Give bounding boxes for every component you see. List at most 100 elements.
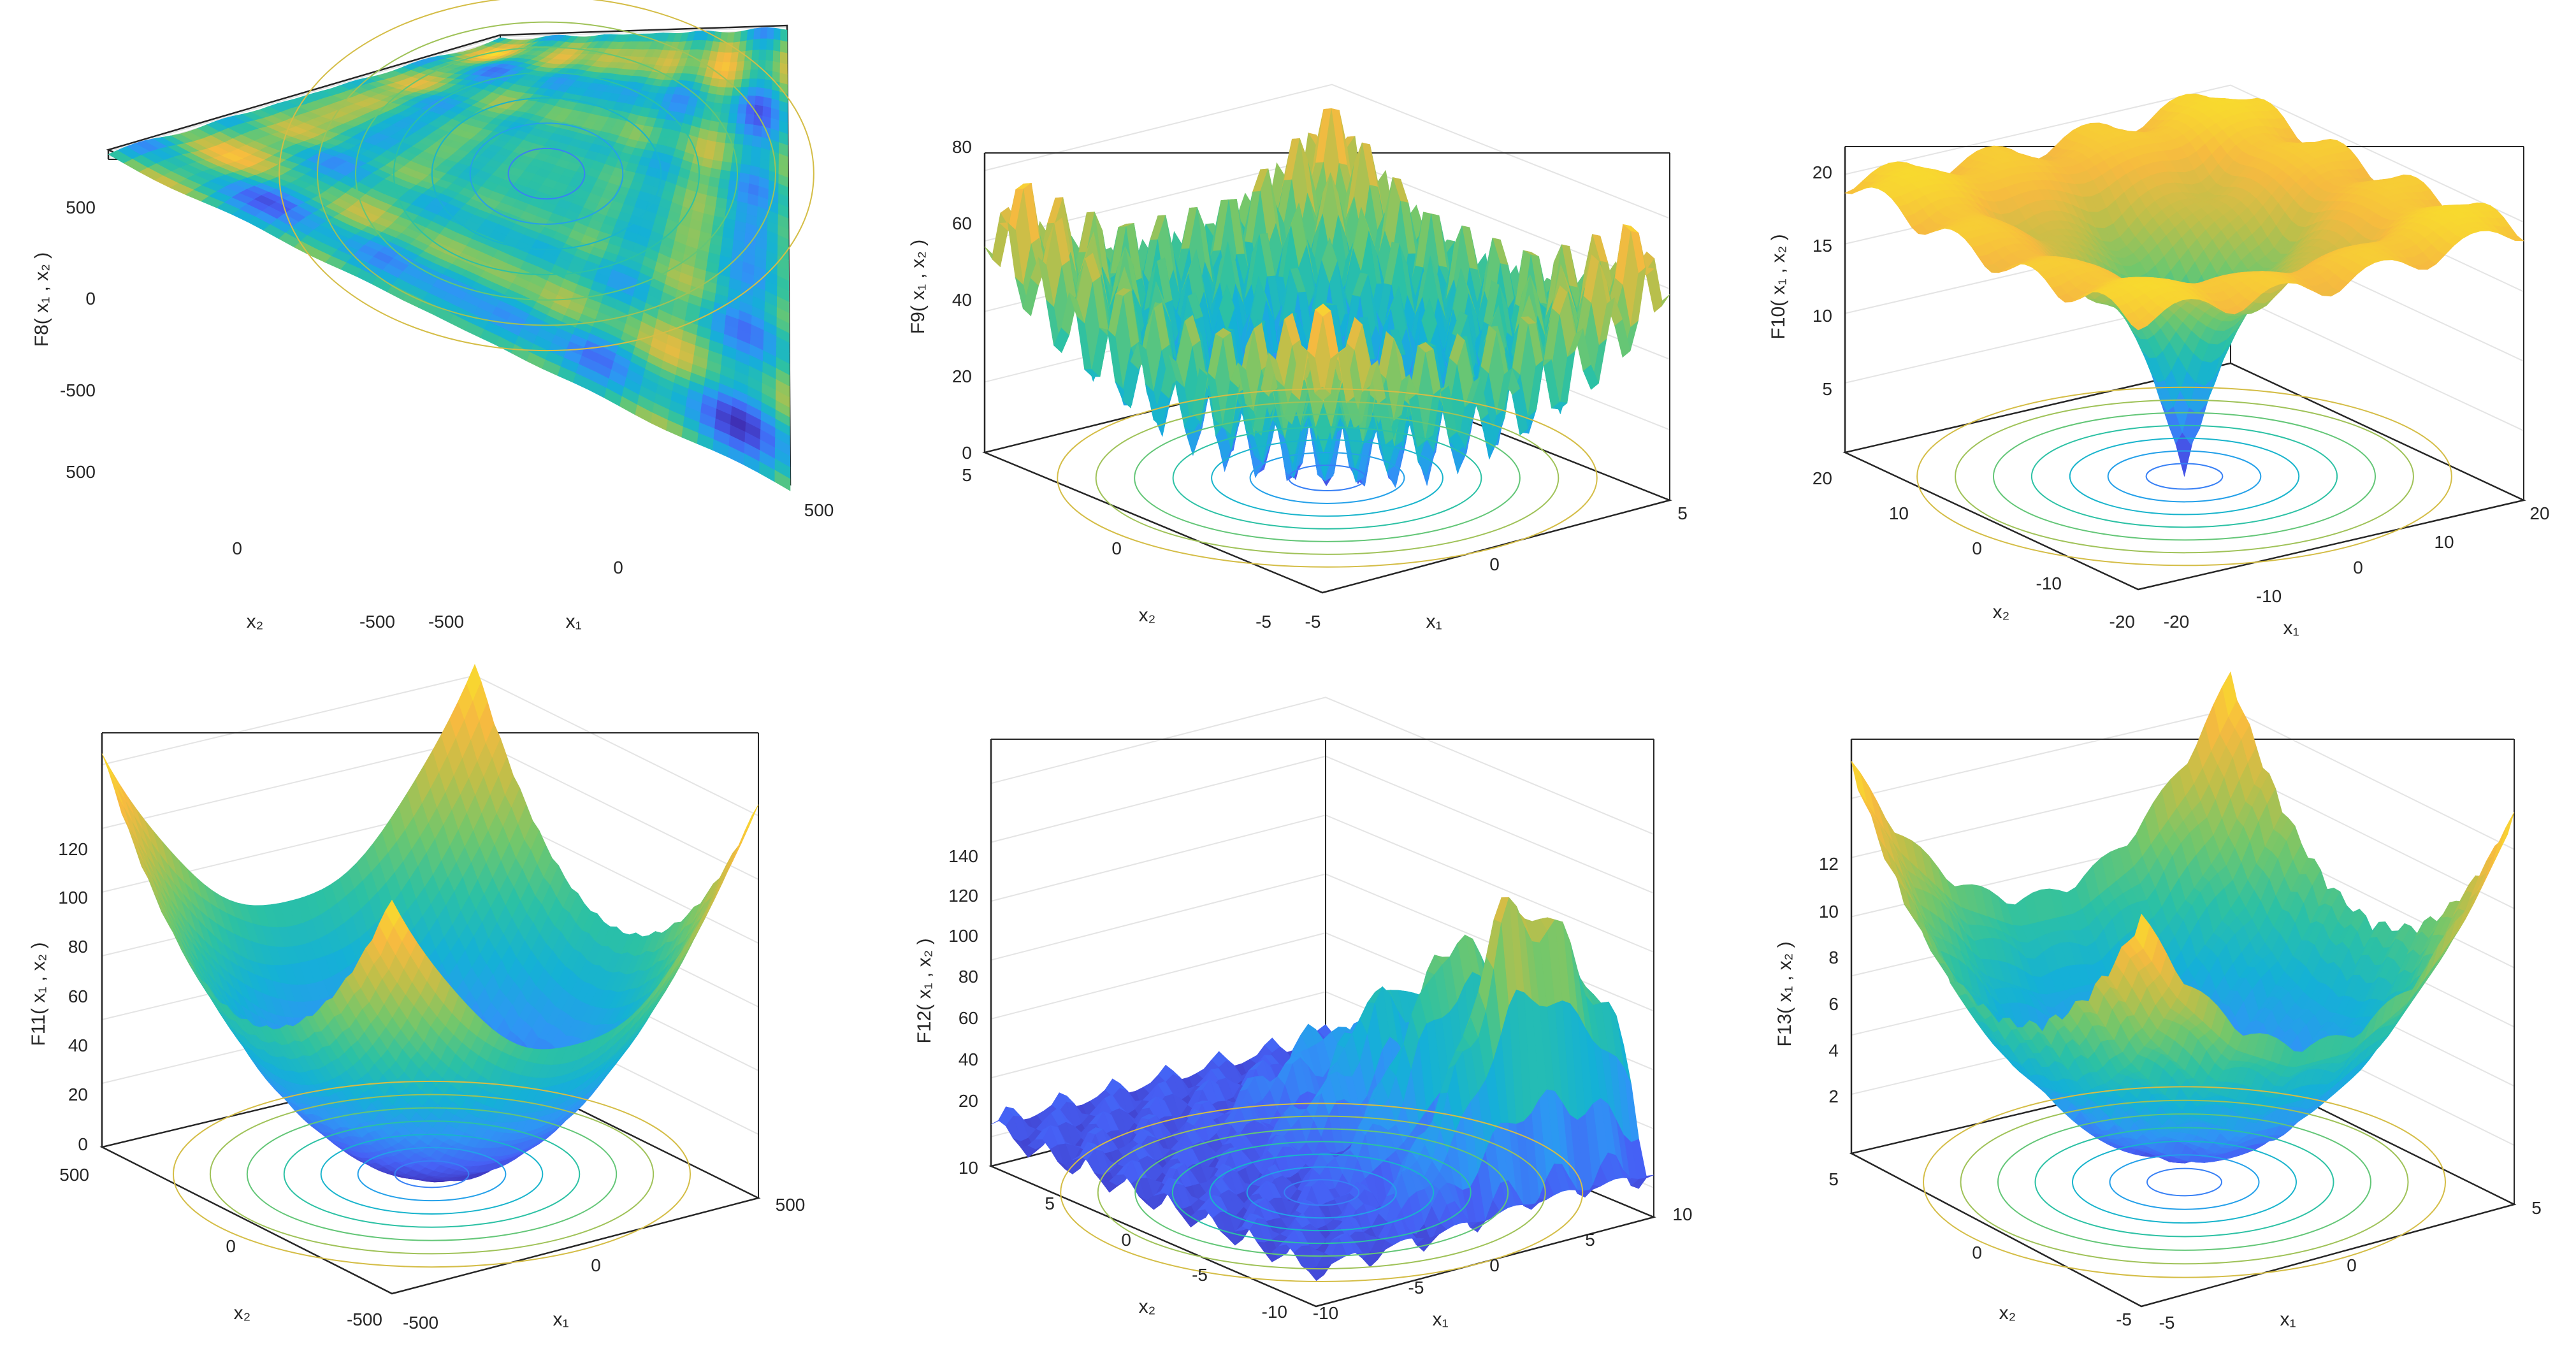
- surface-patch: [726, 122, 737, 134]
- x2-tick-labels-f9: 5 0 -5: [962, 465, 1271, 632]
- surface-patch: [751, 135, 762, 148]
- surface-patch: [729, 171, 741, 182]
- surface-patch: [735, 61, 745, 71]
- surface-patch: [765, 49, 774, 62]
- z-tick-f9-1: 60: [952, 213, 972, 233]
- surface-f8: [108, 27, 791, 491]
- surface-patch: [735, 123, 746, 135]
- surface-patch: [780, 40, 788, 54]
- surface-patch: [718, 178, 730, 190]
- surface-patch: [742, 69, 751, 80]
- surface-patch: [758, 49, 767, 61]
- z-tick-f9-2: 40: [952, 290, 972, 310]
- x1-tick-f9-0: -5: [1305, 612, 1321, 632]
- surface-patch: [748, 78, 758, 88]
- surface-patch: [727, 113, 738, 124]
- z-axis-label-f8: F8( x₁ , x₂ ): [31, 252, 52, 347]
- z-tick-labels-f8: 500 0 -500: [60, 198, 96, 400]
- x2-tick-f8-2: -500: [359, 612, 395, 632]
- surface-patch: [780, 29, 788, 42]
- surface-patch: [713, 151, 725, 162]
- z-tick-f8-2: -500: [60, 380, 96, 400]
- surface-patch: [772, 50, 781, 63]
- surface-patch: [728, 104, 739, 114]
- surface-patch: [714, 141, 726, 154]
- surface-patch: [720, 103, 731, 114]
- surface-patch: [744, 113, 755, 126]
- surface-patch: [765, 60, 774, 72]
- surface-patch: [767, 27, 774, 40]
- surface-patch: [779, 62, 788, 75]
- x2-tick-f8-0: 500: [66, 462, 96, 482]
- surface-patch: [749, 69, 758, 79]
- surface-f9: [984, 108, 1670, 488]
- x2-tick-f9-2: -5: [1255, 612, 1271, 632]
- z-tick-labels-f9: 80 60 40 20 0: [952, 137, 972, 463]
- surface-patch: [743, 60, 752, 71]
- surface-patch: [773, 27, 781, 41]
- z-tick-f9-0: 80: [952, 137, 972, 157]
- x1-tick-labels-f9: -5 0 5: [1305, 503, 1688, 632]
- surface-patch: [721, 161, 732, 172]
- panel-f9: 80 60 40 20 0 F9( x₁ , x₂ ) 5 0 -5 x₂ -5…: [908, 83, 1688, 632]
- surface-patch: [734, 133, 744, 145]
- surface-patch: [709, 120, 720, 133]
- z-tick-f9-3: 20: [952, 366, 972, 386]
- surface-patch: [723, 87, 734, 96]
- surface-patch: [745, 39, 754, 52]
- surface-patch: [766, 38, 774, 51]
- x2-tick-labels-f8: 500 0 -500: [66, 462, 395, 632]
- z-tick-f9-4: 0: [962, 443, 972, 463]
- panel-f10: 20 15 10 5 F10( x₁ , x₂ ) 20 10 0 -10 -2…: [1768, 84, 2550, 639]
- surface-patch: [742, 144, 753, 157]
- z-axis-label-f9: F9( x₁ , x₂ ): [908, 240, 929, 334]
- surface-patch: [760, 27, 768, 40]
- surface-patch: [741, 154, 752, 166]
- x2-tick-f9-0: 5: [962, 465, 972, 485]
- x1-tick-f8-2: 500: [804, 500, 834, 520]
- x2-axis-label-f8: x₂: [247, 611, 264, 632]
- surface-patch: [756, 78, 765, 89]
- x1-axis-label-f8: x₁: [565, 611, 581, 632]
- z-tick-f8-0: 500: [66, 198, 96, 217]
- x1-tick-f8-1: 0: [613, 558, 623, 577]
- surface-patch: [751, 49, 760, 61]
- surface-patch: [734, 70, 744, 80]
- surface-patch: [730, 162, 742, 173]
- surface-patch: [752, 38, 761, 51]
- surface-patch: [722, 95, 732, 105]
- surface-patch: [773, 39, 781, 52]
- x1-tick-labels-f8: -500 0 500: [428, 500, 834, 632]
- surface-patch: [755, 87, 765, 97]
- surface-patch: [728, 180, 740, 192]
- surface-patch: [754, 105, 763, 117]
- surface-patch: [759, 38, 767, 50]
- surface-patch: [752, 124, 763, 138]
- surface-patch: [772, 61, 781, 73]
- x1-tick-f9-2: 5: [1677, 503, 1688, 523]
- surface-patch: [736, 113, 746, 124]
- x2-tick-f8-1: 0: [232, 538, 242, 558]
- surface-patch: [707, 130, 718, 143]
- surface-patch: [755, 96, 764, 106]
- surface-patch: [737, 104, 748, 115]
- surface-patch: [742, 134, 753, 147]
- surface-patch: [741, 78, 750, 88]
- x2-tick-f9-1: 0: [1111, 538, 1122, 558]
- surface-patch: [746, 95, 756, 106]
- surface-patch: [730, 95, 741, 105]
- surface-patch: [779, 52, 788, 65]
- x2-axis-label-f9: x₂: [1139, 605, 1156, 626]
- z-tick-f8-1: 0: [85, 289, 96, 308]
- surface-patch: [744, 124, 754, 136]
- x1-tick-f8-0: -500: [428, 612, 464, 632]
- surface-patch: [722, 152, 734, 163]
- surface-patch: [720, 170, 731, 180]
- surface-patch: [746, 28, 755, 41]
- panel-f8: 500 0 -500 F8( x₁ , x₂ ) 500 0 -500 x₂ -…: [31, 0, 834, 632]
- x1-axis-label-f9: x₁: [1426, 611, 1442, 632]
- x1-tick-f9-1: 0: [1489, 554, 1500, 574]
- surface-patch: [748, 87, 757, 97]
- surface-patch: [753, 27, 762, 40]
